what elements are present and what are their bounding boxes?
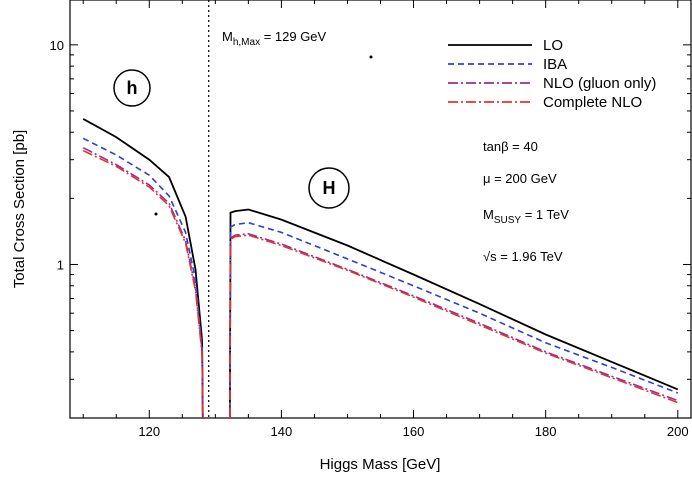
series-line-nlo-gluon-only--h_branch xyxy=(83,148,203,418)
x-tick-label: 180 xyxy=(535,424,557,439)
msusy-label-main: M xyxy=(483,207,494,222)
y-axis-title: Total Cross Section [pb] xyxy=(11,130,28,288)
H-boson-label: H xyxy=(309,168,349,208)
legend-label: LO xyxy=(543,37,563,54)
series-line-lo-h_branch xyxy=(83,119,203,418)
sqrts-label: √s = 1.96 TeV xyxy=(483,249,563,264)
max-mass-label: Mh,Max = 129 GeV xyxy=(222,29,327,48)
series-line-nlo-gluon-only--h_branch xyxy=(230,234,678,418)
legend-label: NLO (gluon only) xyxy=(543,75,656,92)
stray-dot xyxy=(155,213,158,216)
mu-label: μ = 200 GeV xyxy=(483,171,557,186)
msusy-label: MSUSY = 1 TeV xyxy=(483,207,569,226)
max-mass-label-sub: h,Max xyxy=(233,37,260,48)
x-axis-title: Higgs Mass [GeV] xyxy=(320,456,441,473)
h-boson-label: h xyxy=(114,70,150,106)
x-tick-label: 140 xyxy=(271,424,293,439)
series-lines xyxy=(83,119,678,418)
series-line-complete-nlo-h_branch xyxy=(83,151,203,418)
x-tick-label: 200 xyxy=(667,424,689,439)
legend: LO IBA NLO (gluon only) Complete NLO xyxy=(448,37,656,111)
max-mass-label-main: M xyxy=(222,29,233,44)
x-tick-label: 160 xyxy=(403,424,425,439)
tanbeta-label: tanβ = 40 xyxy=(483,139,538,154)
x-tick-label: 120 xyxy=(138,424,160,439)
msusy-label-sub: SUSY xyxy=(494,215,522,226)
max-mass-label-rest: = 129 GeV xyxy=(260,29,326,44)
msusy-label-rest: = 1 TeV xyxy=(521,207,569,222)
legend-label: Complete NLO xyxy=(543,94,642,111)
H-boson-label-text: H xyxy=(323,178,336,198)
y-tick-label: 10 xyxy=(50,38,64,53)
series-line-complete-nlo-h_branch xyxy=(230,235,678,418)
legend-label: IBA xyxy=(543,56,567,73)
h-boson-label-text: h xyxy=(127,78,138,98)
y-tick-label: 1 xyxy=(57,257,64,272)
stray-dot xyxy=(370,56,373,59)
